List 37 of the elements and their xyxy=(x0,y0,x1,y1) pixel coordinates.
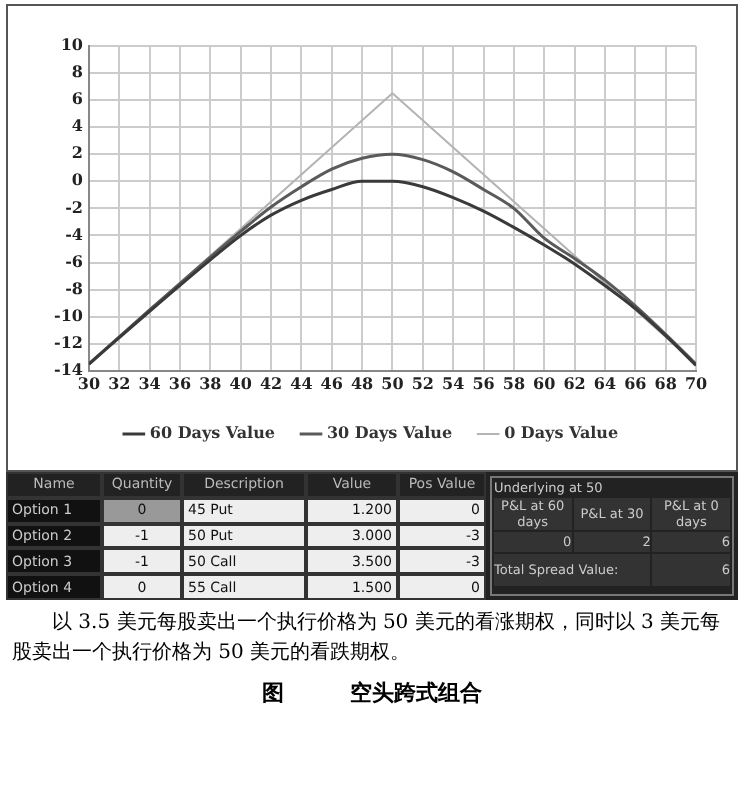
text: 以 3.5 美元每股卖出一个执行价格为 50 美元的看涨期权，同时以 3 美元每股卖出一个执行价格为 50 美元的看跌期权。 xyxy=(12,609,723,668)
y-tick-label: 6 xyxy=(71,88,84,109)
legend-label: 30 Days Value xyxy=(326,422,453,443)
x-tick-label: 36 xyxy=(168,372,192,393)
y-tick-label: -10 xyxy=(54,304,84,325)
y-tick-label: -2 xyxy=(65,196,83,217)
x-tick-label: 64 xyxy=(593,372,617,393)
y-tick-label: -8 xyxy=(65,277,84,298)
y-tick-label: 10 xyxy=(60,34,84,55)
x-tick-label: 42 xyxy=(259,372,283,393)
x-tick-label: 32 xyxy=(108,372,131,393)
x-tick-label: 54 xyxy=(442,372,466,393)
x-tick-label: 52 xyxy=(411,372,434,393)
y-tick-label: 8 xyxy=(71,61,84,82)
x-tick-label: 56 xyxy=(472,372,496,393)
x-tick-label: 44 xyxy=(290,372,314,393)
x-tick-label: 60 xyxy=(533,372,557,393)
y-tick-label: 0 xyxy=(71,169,84,190)
y-tick-label: -4 xyxy=(65,223,84,244)
x-tick-label: 48 xyxy=(350,372,375,393)
x-tick-label: 62 xyxy=(563,372,586,393)
x-tick-label: 66 xyxy=(624,372,648,393)
x-tick-label: 70 xyxy=(684,372,708,393)
text: 图 空头跨式组合 xyxy=(260,678,484,708)
x-tick-label: 40 xyxy=(229,372,253,393)
y-tick-label: 2 xyxy=(71,142,83,163)
x-tick-label: 50 xyxy=(381,372,405,393)
y-tick-label: -12 xyxy=(54,331,83,352)
x-tick-label: 68 xyxy=(654,372,678,393)
legend-label: 60 Days Value xyxy=(149,422,275,443)
x-tick-label: 46 xyxy=(320,372,344,393)
x-tick-label: 38 xyxy=(199,372,223,393)
y-tick-label: -6 xyxy=(65,250,84,271)
x-tick-label: 58 xyxy=(502,372,526,393)
y-tick-label: 4 xyxy=(71,115,84,136)
legend-label: 0 Days Value xyxy=(504,422,619,443)
x-tick-label: 34 xyxy=(138,372,162,393)
